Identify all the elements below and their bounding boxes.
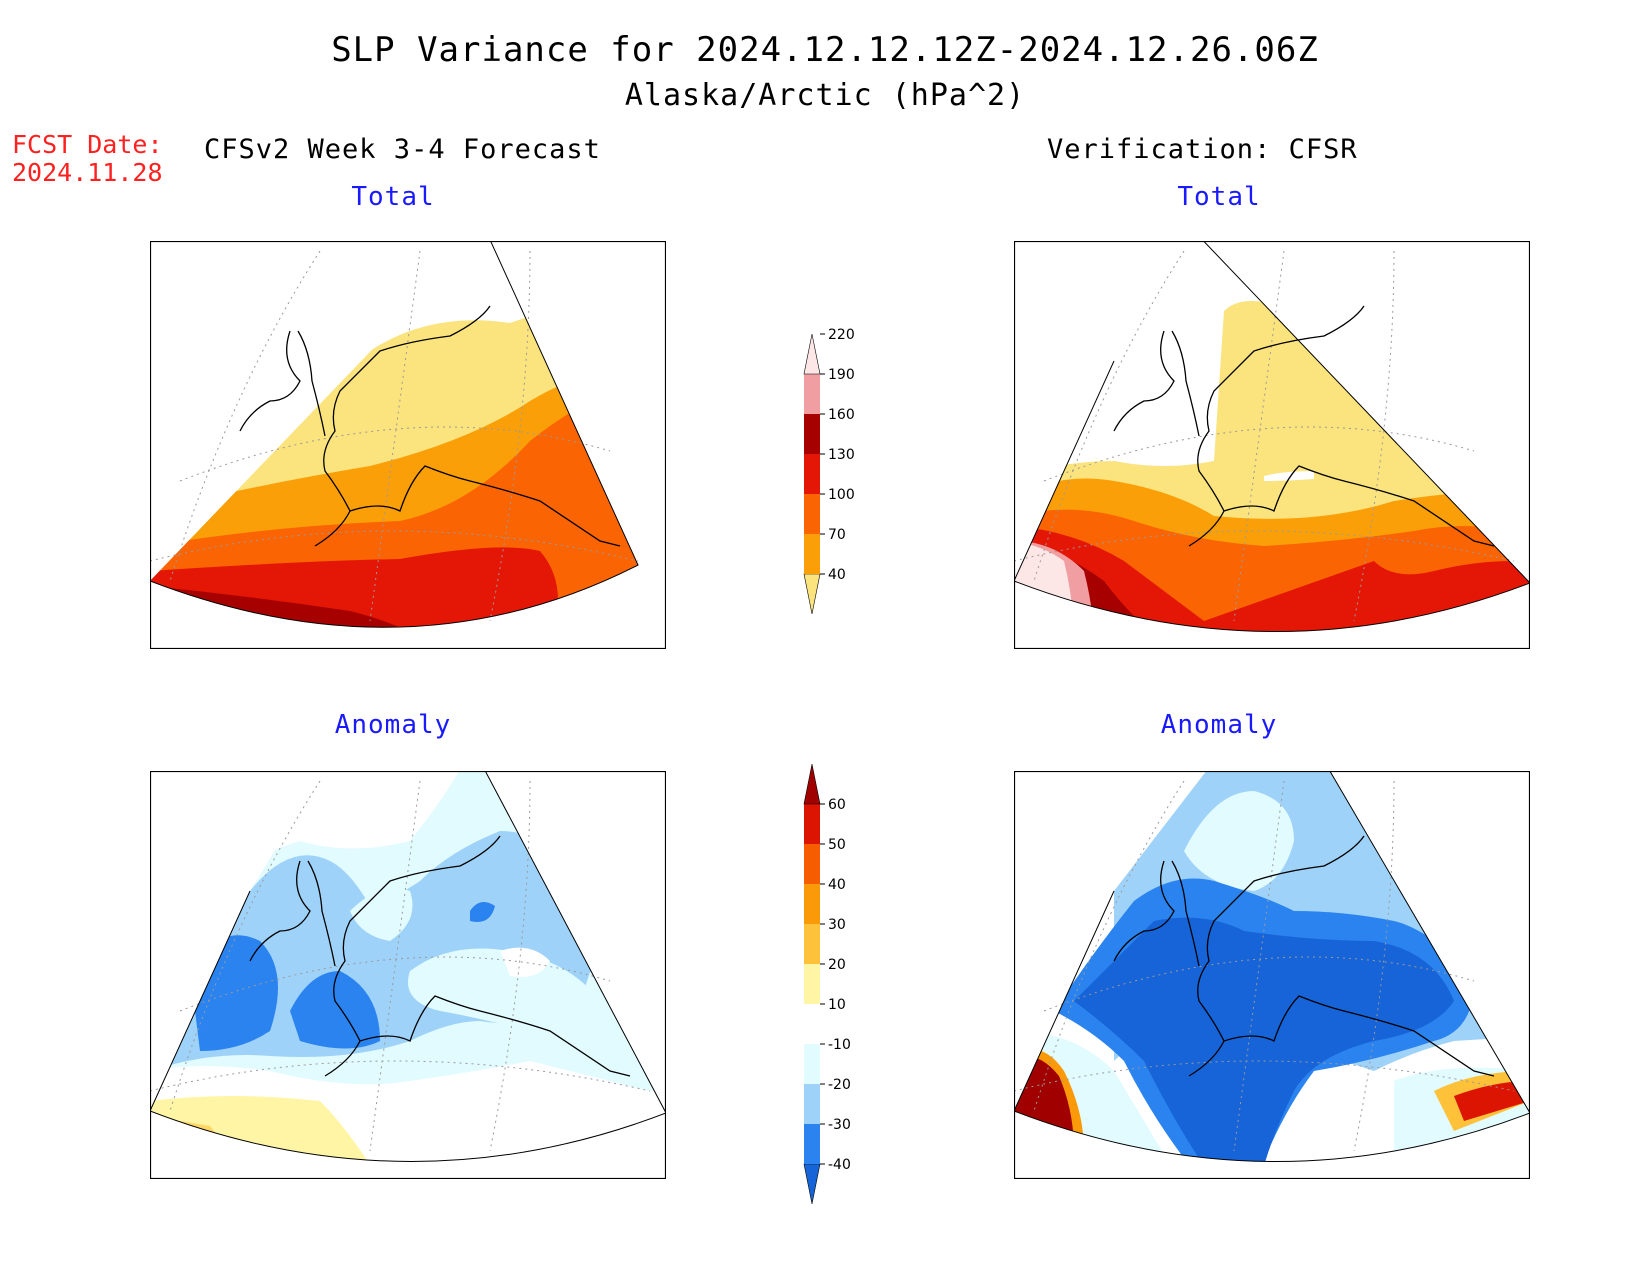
coastline <box>1113 305 1495 547</box>
anomaly-color-box-5 <box>804 964 820 1004</box>
panel-title-verification-total: Total <box>1177 182 1261 212</box>
total-color-box-5 <box>804 374 820 414</box>
total-color-box-3 <box>804 454 820 494</box>
total-tick-label-2: 100 <box>828 487 855 503</box>
anomaly-color-box-10 <box>803 763 821 805</box>
total-tick-label-4: 160 <box>828 407 855 423</box>
coastline <box>239 305 621 547</box>
anomaly-tick-label-6: 30 <box>828 917 846 933</box>
anomaly-color-box-2 <box>804 1084 820 1124</box>
anomaly-color-box-8 <box>804 844 820 884</box>
total-color-box-0 <box>803 573 821 615</box>
panel-title-forecast-total: Total <box>351 182 435 212</box>
total-color-box-1 <box>804 534 820 574</box>
anomaly-tick-label-0: -40 <box>828 1157 851 1173</box>
anomaly-tick-label-9: 60 <box>828 797 846 813</box>
graticule <box>1014 780 1515 1152</box>
total-color-box-6 <box>803 333 821 375</box>
total-color-box-2 <box>804 494 820 534</box>
anomaly-tick-label-5: 20 <box>828 957 846 973</box>
total-tick-label-1: 70 <box>828 527 846 543</box>
anomaly-tick-label-2: -20 <box>828 1077 851 1093</box>
graticule <box>150 780 651 1152</box>
total-color-box-4 <box>804 414 820 454</box>
verification-column-title: Verification: CFSR <box>1047 134 1358 165</box>
chart-subtitle: Alaska/Arctic (hPa^2) <box>624 78 1026 113</box>
chart-title: SLP Variance for 2024.12.12.12Z-2024.12.… <box>331 30 1319 70</box>
panel-title-verification-anomaly: Anomaly <box>1160 710 1278 740</box>
anomaly-color-box-6 <box>804 924 820 964</box>
colorbar-total: 40 70 100 130 160 190 220 <box>790 280 860 624</box>
total-tick-label-5: 190 <box>828 367 855 383</box>
anomaly-color-box-4 <box>804 1004 820 1044</box>
anomaly-color-box-0 <box>803 1163 821 1205</box>
map-verification-total <box>1014 241 1530 649</box>
graticule <box>150 250 639 622</box>
total-tick-label-6: 220 <box>828 327 855 343</box>
coastline <box>249 835 631 1077</box>
anomaly-tick-label-4: 10 <box>828 997 846 1013</box>
total-tick-label-3: 130 <box>828 447 855 463</box>
anomaly-tick-label-7: 40 <box>828 877 846 893</box>
map-forecast-total <box>150 241 666 649</box>
map-forecast-anomaly <box>150 771 666 1179</box>
coastline <box>1113 835 1495 1077</box>
forecast-date-label: FCST Date: <box>12 130 163 159</box>
anomaly-color-box-3 <box>804 1044 820 1084</box>
colorbar-anomaly: -40 -30 -20 -10 10 20 30 40 50 60 <box>790 755 860 1214</box>
anomaly-tick-label-3: -10 <box>828 1037 851 1053</box>
forecast-date-value: 2024.11.28 <box>12 158 163 187</box>
anomaly-color-box-9 <box>804 804 820 844</box>
anomaly-color-box-7 <box>804 884 820 924</box>
panel-title-forecast-anomaly: Anomaly <box>334 710 452 740</box>
anomaly-tick-label-8: 50 <box>828 837 846 853</box>
anomaly-tick-label-1: -30 <box>828 1117 851 1133</box>
graticule <box>1014 250 1515 622</box>
forecast-column-title: CFSv2 Week 3-4 Forecast <box>204 134 601 165</box>
total-tick-label-0: 40 <box>828 567 846 583</box>
map-verification-anomaly <box>1014 771 1530 1179</box>
anomaly-color-box-1 <box>804 1124 820 1164</box>
